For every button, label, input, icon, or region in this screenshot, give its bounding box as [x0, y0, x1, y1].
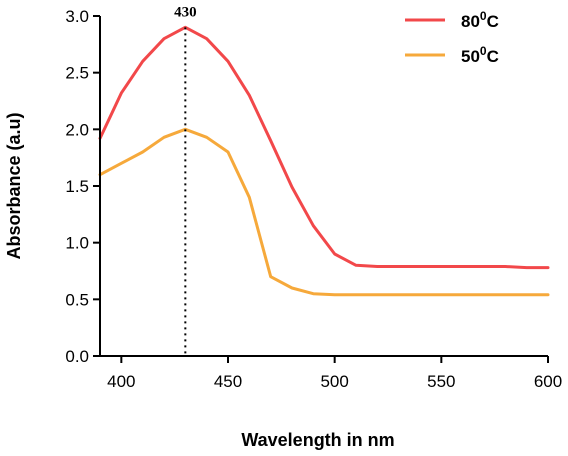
y-tick-label: 1.5 [65, 177, 89, 196]
legend-label-80c: 800C [461, 9, 499, 31]
peak-annotation-label: 430 [174, 4, 197, 20]
legend-label-50c: 500C [461, 44, 499, 66]
plot-area [98, 25, 550, 297]
x-tick-label: 450 [214, 372, 242, 391]
ticks: 0.0 0.5 1.0 1.5 2.0 2.5 3.0 400 450 500 550 600 [65, 7, 562, 391]
axes [99, 16, 548, 357]
series-line-80c [98, 25, 550, 270]
y-tick-label: 3.0 [65, 7, 89, 26]
y-tick-label: 1.0 [65, 234, 89, 253]
x-tick-label: 500 [320, 372, 348, 391]
x-tick-label: 600 [534, 372, 562, 391]
y-tick-label: 0.0 [65, 347, 89, 366]
y-axis-title: Absorbance (a.u) [4, 112, 24, 259]
y-tick-label: 0.5 [65, 290, 89, 309]
x-tick-label: 400 [107, 372, 135, 391]
x-axis-title: Wavelength in nm [241, 430, 394, 450]
y-tick-label: 2.5 [65, 64, 89, 83]
legend: 800C 500C [405, 9, 499, 66]
series-line-50c [98, 127, 550, 297]
y-tick-label: 2.0 [65, 120, 89, 139]
x-tick-label: 550 [427, 372, 455, 391]
